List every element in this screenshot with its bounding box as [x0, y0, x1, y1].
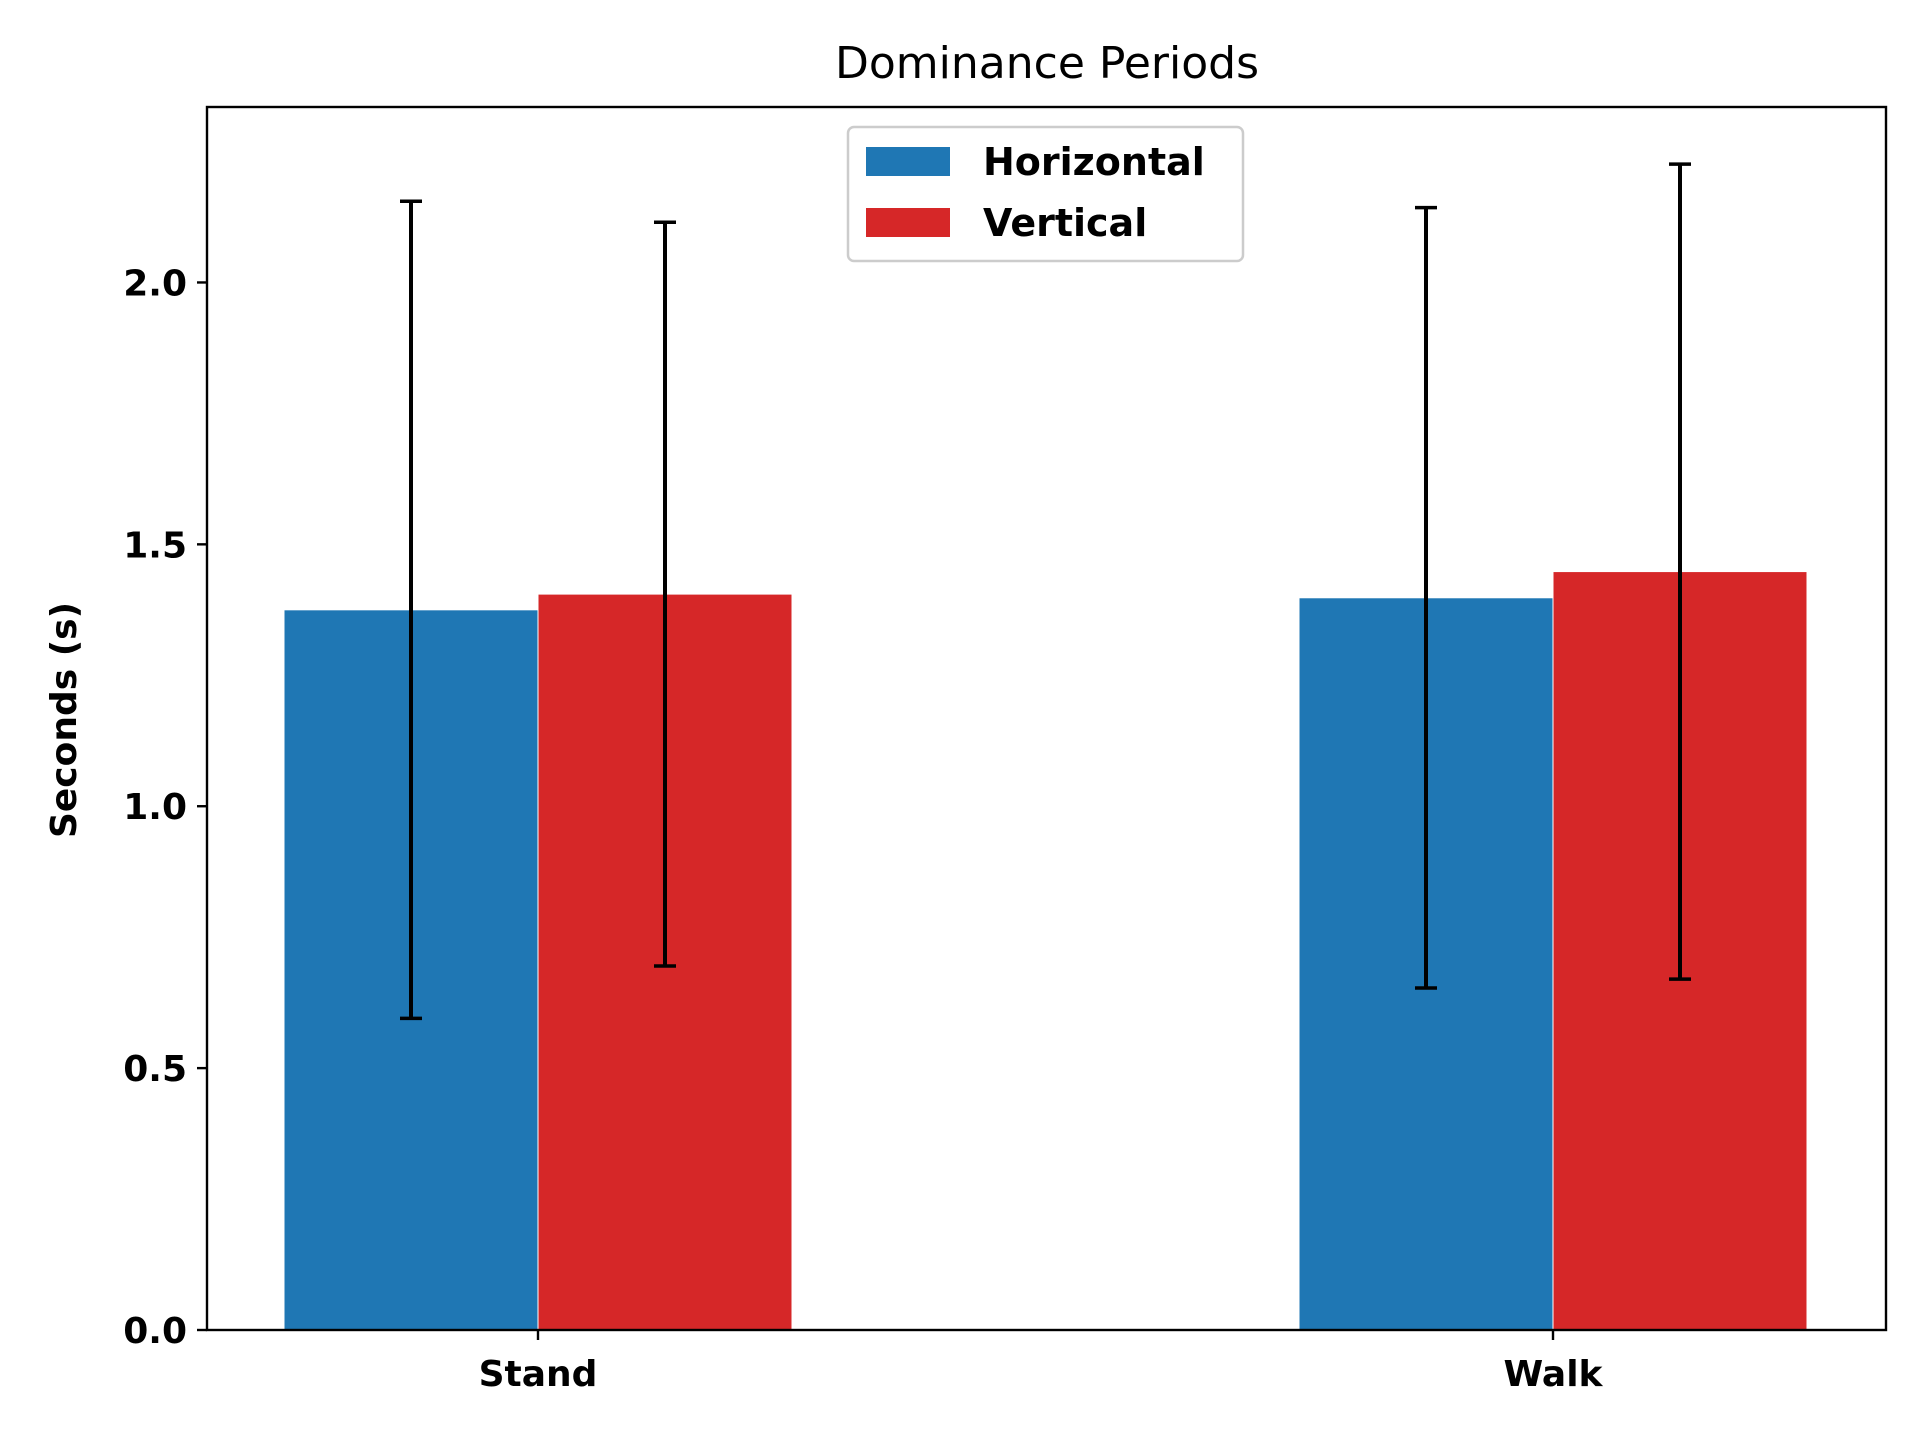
y-axis: 0.0 0.5 1.0 1.5 2.0 [123, 263, 207, 1352]
x-tick-label-walk: Walk [1504, 1354, 1604, 1395]
chart-title: Dominance Periods [835, 38, 1259, 89]
plot-area-frame [205, 105, 1888, 1332]
y-tick-label: 1.5 [123, 525, 187, 566]
legend-label-vertical: Vertical [983, 201, 1147, 245]
y-tick-label: 1.0 [123, 787, 187, 828]
y-tick-label: 0.5 [123, 1049, 187, 1090]
y-tick-label: 0.0 [123, 1311, 187, 1352]
legend-swatch-vertical [866, 208, 950, 237]
x-axis: Stand Walk [479, 1330, 1604, 1395]
error-bar-vertical-stand [654, 220, 676, 968]
error-bars-layer [400, 162, 1691, 1021]
legend-label-horizontal: Horizontal [983, 140, 1205, 184]
y-tick-label: 2.0 [123, 263, 187, 304]
legend: Horizontal Vertical [846, 125, 1245, 263]
x-tick-label-stand: Stand [479, 1354, 598, 1395]
error-bar-vertical-walk [1669, 162, 1691, 981]
legend-swatch-horizontal [866, 147, 950, 176]
y-axis-label: Seconds (s) [44, 602, 85, 838]
error-bar-horizontal-stand [400, 199, 422, 1021]
error-bar-horizontal-walk [1415, 205, 1437, 990]
